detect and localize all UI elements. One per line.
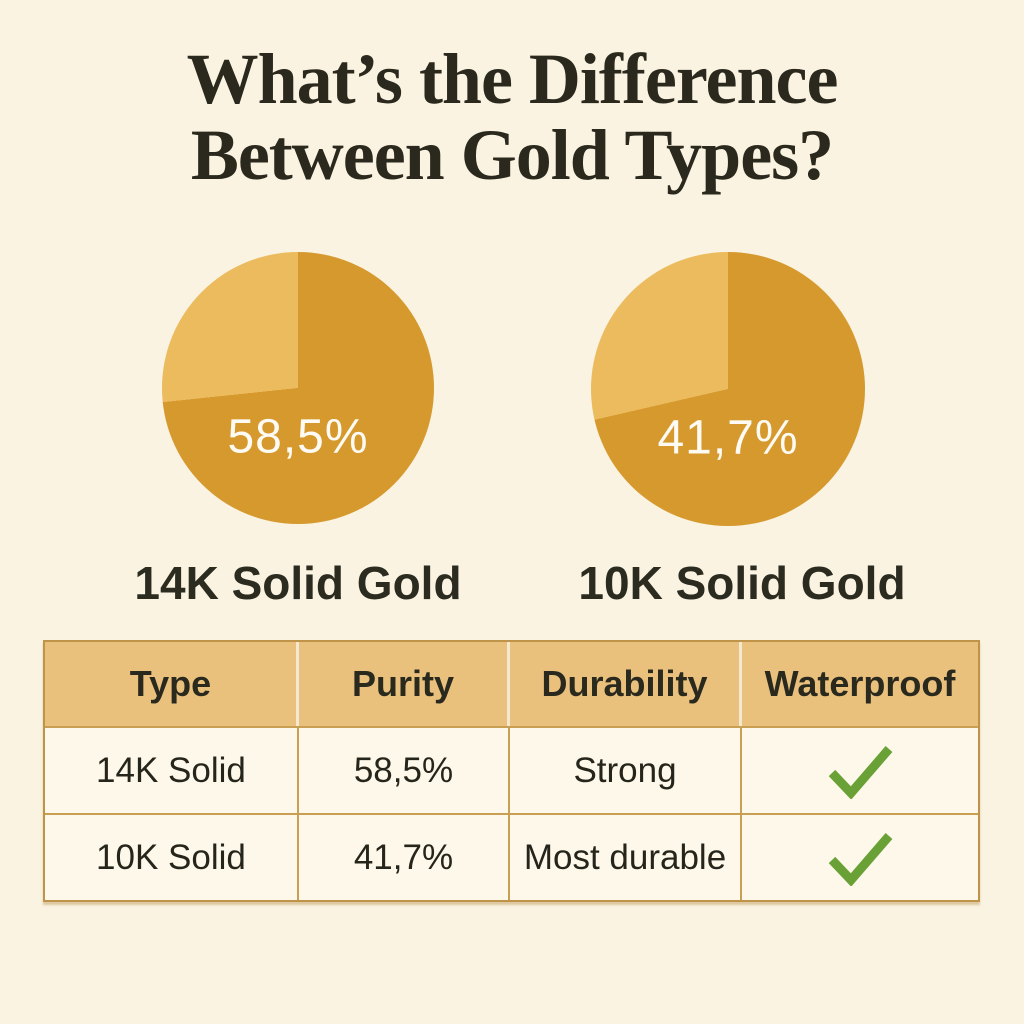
- comparison-table: Type Purity Durability Waterproof 14K So…: [43, 640, 980, 902]
- table-cell-durability: Most durable: [510, 815, 742, 900]
- table-cell-type: 10K Solid: [45, 815, 299, 900]
- pie-value-label-10k: 41,7%: [657, 411, 799, 465]
- pie-chart-14k-gold: 58,5%: [162, 252, 434, 524]
- table-cell-durability: Strong: [510, 728, 742, 813]
- table-header-type: Type: [45, 642, 299, 726]
- table-row-14k: 14K Solid 58,5% Strong: [45, 726, 978, 813]
- page-title-line-2: Between Gold Types?: [190, 114, 834, 195]
- pie-caption-14k: 14K Solid Gold: [134, 557, 462, 609]
- table-cell-type: 14K Solid: [45, 728, 299, 813]
- table-header-row: Type Purity Durability Waterproof: [45, 642, 978, 726]
- check-icon: [828, 745, 893, 799]
- table-cell-waterproof: [742, 728, 978, 813]
- pie-caption-10k: 10K Solid Gold: [578, 557, 906, 609]
- page-title: What’s the Difference Between Gold Types…: [0, 39, 1024, 195]
- pie-value-label-14k: 58,5%: [227, 410, 369, 464]
- check-icon: [828, 832, 893, 886]
- table-header-purity: Purity: [299, 642, 510, 726]
- table-header-waterproof: Waterproof: [764, 663, 956, 704]
- table-header-durability: Durability: [510, 642, 742, 726]
- pie-chart-10k-gold: 41,7%: [591, 252, 865, 526]
- table-cell-waterproof: [742, 815, 978, 900]
- table-cell-purity: 41,7%: [299, 815, 510, 900]
- page-title-line-1: What’s the Difference: [186, 39, 839, 119]
- table-cell-purity: 58,5%: [299, 728, 510, 813]
- table-row-10k: 10K Solid 41,7% Most durable: [45, 813, 978, 900]
